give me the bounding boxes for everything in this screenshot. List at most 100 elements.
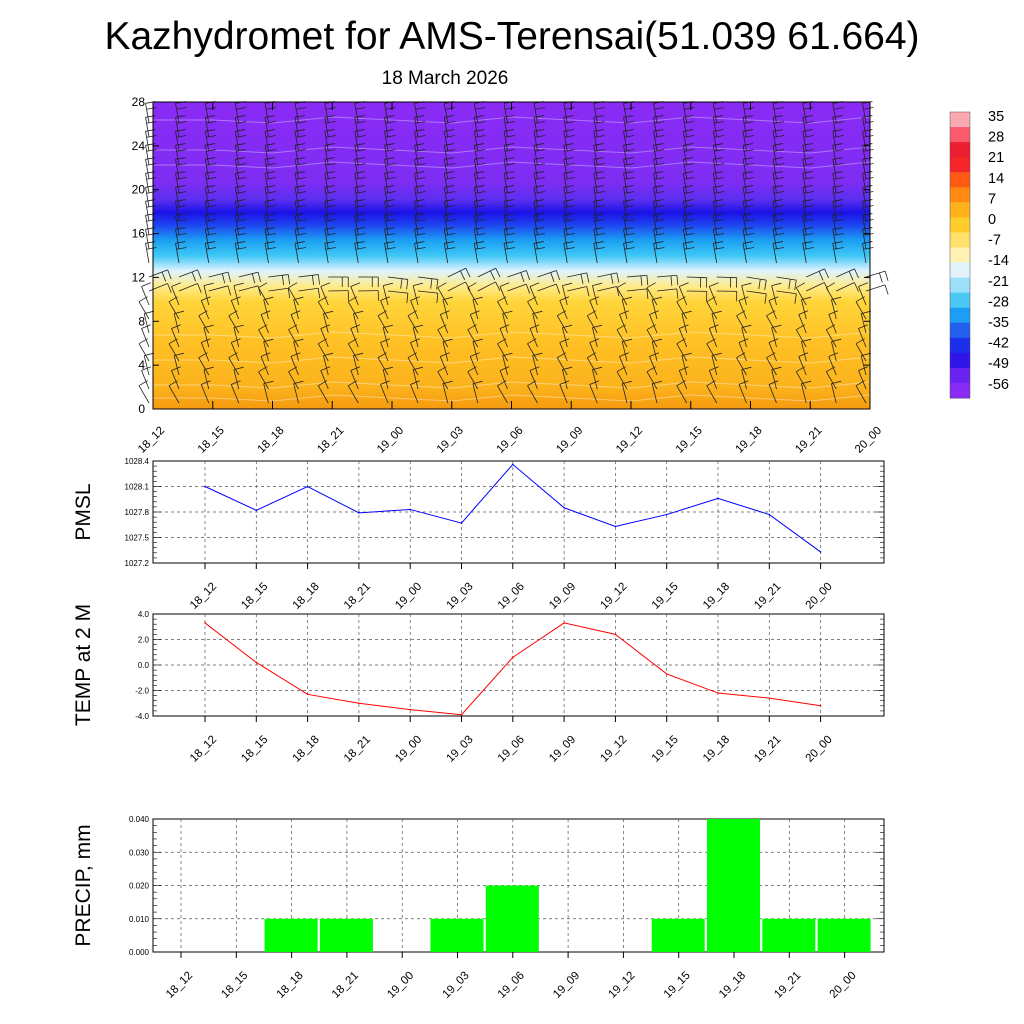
wind-barb <box>414 117 419 138</box>
wind-barb <box>825 287 837 306</box>
wind-barb-feather <box>743 121 754 124</box>
wind-barb <box>447 281 466 292</box>
wind-barb-feather <box>796 282 806 289</box>
wind-barb <box>145 117 150 138</box>
wind-barb-feather <box>324 171 335 174</box>
wind-barb-feather <box>437 282 447 289</box>
wind-barb <box>862 103 867 124</box>
wind-barb <box>621 341 628 362</box>
wind-barb <box>682 229 688 250</box>
wind-barb-feather <box>713 157 724 160</box>
wind-barb-feather <box>863 163 874 166</box>
wind-barb-feather <box>444 171 455 174</box>
wind-barb-feather <box>384 185 395 188</box>
wind-barb-feather <box>563 213 574 216</box>
wind-barb-feather <box>235 213 246 216</box>
wind-barb <box>623 215 628 236</box>
precip-bar <box>817 918 871 952</box>
wind-barb-feather <box>563 227 574 230</box>
wind-barb <box>623 145 628 166</box>
wind-barb-feather <box>265 233 276 236</box>
wind-barb-feather <box>828 352 839 357</box>
wind-barb-feather <box>474 129 485 132</box>
wind-barb <box>766 315 777 334</box>
wind-barb-feather <box>475 247 486 250</box>
wind-barb-feather <box>802 143 813 146</box>
wind-barb-feather <box>564 163 575 166</box>
wind-barb-feather <box>354 143 365 146</box>
wind-barb <box>414 229 419 250</box>
wind-barb-feather <box>862 241 873 244</box>
wind-barb-feather <box>676 288 679 299</box>
y-tick-label: 12 <box>132 270 146 284</box>
wind-barb-feather <box>826 282 836 289</box>
wind-barb <box>802 187 807 208</box>
wind-barb-feather <box>235 115 246 118</box>
wind-barb <box>264 187 269 208</box>
wind-barb-feather <box>290 310 301 315</box>
wind-barb <box>855 385 867 404</box>
wind-barb-feather <box>415 163 426 166</box>
wind-barb <box>473 215 479 236</box>
wind-barb <box>138 385 150 404</box>
wind-barb-feather <box>624 177 635 180</box>
wind-barb <box>563 145 568 166</box>
wind-barb <box>350 286 359 306</box>
wind-barb-feather <box>564 205 575 208</box>
wind-barb <box>380 300 389 320</box>
colorbar-segment <box>950 367 970 384</box>
precip-panel: 18_12 18_15 18_18 18_21 19_00 19_03 19_06 19_09… <box>72 815 885 1001</box>
wind-barb-feather <box>714 177 725 180</box>
wind-barb <box>567 286 587 292</box>
wind-barb <box>204 215 210 236</box>
wind-barb-feather <box>231 380 241 385</box>
wind-barb-feather <box>862 171 873 174</box>
wind-barb-feather <box>145 129 156 132</box>
wind-barb-feather <box>884 271 889 281</box>
wind-barb-feather <box>499 282 510 287</box>
wind-barb-feather <box>205 199 216 202</box>
wind-barb <box>204 187 210 208</box>
wind-barb-feather <box>503 227 514 230</box>
wind-barb <box>742 117 747 138</box>
wind-barb <box>443 201 449 222</box>
wind-barb <box>145 131 150 152</box>
wind-barb <box>802 117 807 138</box>
colorbar-segment <box>950 202 970 218</box>
x-tick-label: 19_21 <box>772 970 803 1001</box>
wind-barb <box>382 327 389 348</box>
wind-barb <box>533 173 538 194</box>
wind-barb-feather <box>414 157 425 160</box>
wind-barb-feather <box>503 115 514 118</box>
wind-barb <box>742 145 747 166</box>
wind-barb <box>472 341 479 362</box>
wind-barb-feather <box>594 121 605 124</box>
wind-barb <box>858 370 867 390</box>
wind-barb <box>323 313 329 334</box>
wind-barb <box>171 286 180 306</box>
wind-barb-feather <box>533 185 544 188</box>
wind-barb <box>380 342 389 362</box>
wind-barb <box>317 343 329 362</box>
wind-barb-feather <box>683 115 694 118</box>
wind-barb-feather <box>206 135 217 138</box>
wind-barb-feather <box>833 135 844 138</box>
wind-barb-feather <box>288 282 298 289</box>
wind-barb-feather <box>713 143 724 146</box>
wind-barb-feather <box>534 135 545 138</box>
temp-point <box>665 673 668 675</box>
wind-barb-feather <box>175 143 186 146</box>
colorbar-label: 0 <box>988 212 996 228</box>
wind-barb <box>706 301 718 320</box>
wind-barb-feather <box>803 135 814 138</box>
wind-barb-feather <box>146 107 157 110</box>
wind-barb <box>832 215 837 236</box>
wind-barb <box>473 201 479 222</box>
wind-barb-feather <box>504 219 515 222</box>
wind-barb <box>532 355 538 376</box>
wind-barb-feather <box>495 268 501 278</box>
wind-barb-feather <box>798 310 809 315</box>
colorbar-label: -7 <box>988 233 1001 249</box>
x-tick-label: 18_18 <box>291 581 322 612</box>
wind-barb-feather <box>385 149 396 152</box>
